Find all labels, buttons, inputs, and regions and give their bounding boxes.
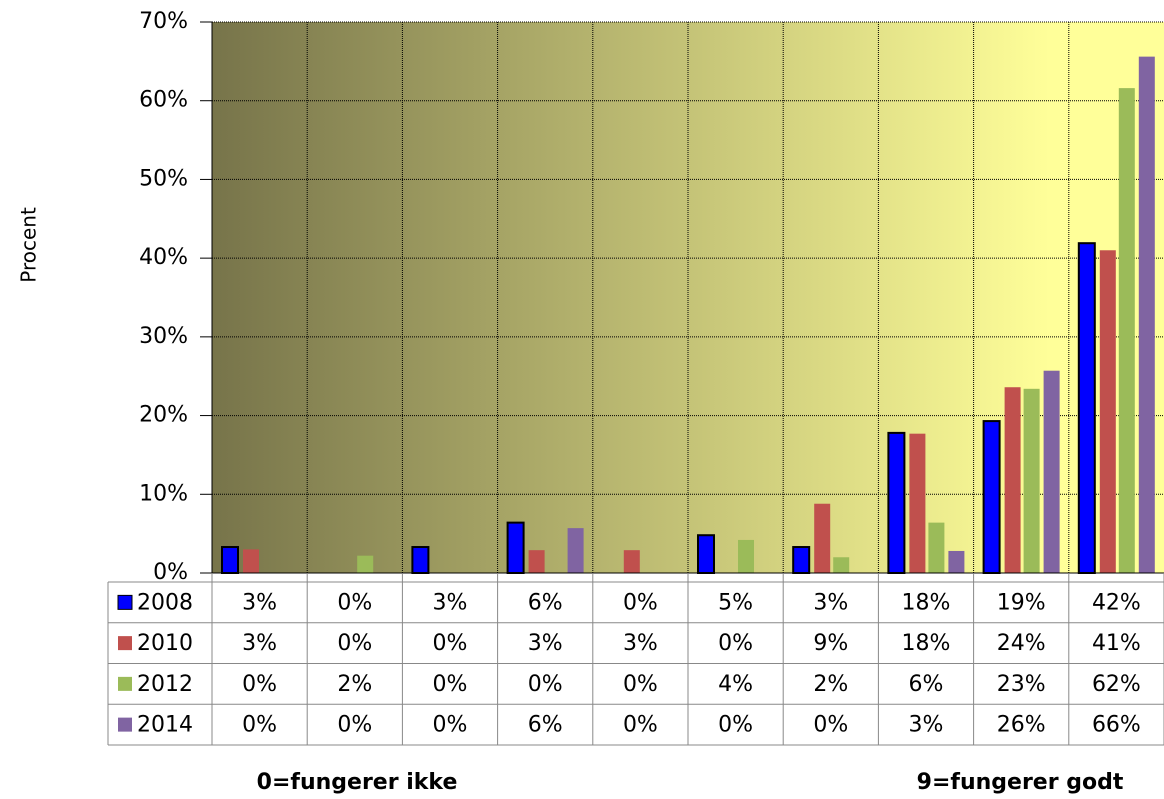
table-cell: 0% [433,631,468,656]
bar [567,528,584,573]
table-cell: 2% [813,672,848,697]
table-cell: 6% [528,713,563,738]
bar [928,522,945,573]
table-cell: 0% [337,590,372,615]
bar [948,550,965,573]
table-cell: 3% [909,713,944,738]
table-cell: 0% [623,672,658,697]
bar [221,546,239,575]
bar [833,557,850,573]
legend-swatch [118,676,132,691]
table-cell: 0% [718,631,753,656]
bar [909,433,926,573]
bar [738,539,754,573]
bar [528,550,545,573]
table-cell: 6% [528,590,563,615]
table-cell: 26% [997,713,1046,738]
table-cell: 6% [909,672,944,697]
table-cell: 41% [1092,631,1141,656]
table-cell: 0% [433,672,468,697]
y-tick-label: 10% [139,481,188,506]
table-cell: 23% [997,672,1046,697]
table-cell: 62% [1092,672,1141,697]
table-cell: 19% [997,590,1046,615]
legend-label: 2014 [137,713,193,738]
bar [1099,250,1116,573]
table-cell: 9% [813,631,848,656]
bar [357,555,374,573]
table-cell: 66% [1092,713,1141,738]
legend-swatch [117,594,133,610]
legend-swatch [118,717,132,732]
table-cell: 3% [813,590,848,615]
bar [1043,370,1060,573]
table-cell: 3% [623,631,658,656]
table-cell: 0% [623,590,658,615]
table-cell: 2% [337,672,372,697]
table-cell: 18% [902,631,951,656]
table-cell: 0% [528,672,563,697]
y-tick-label: 0% [153,560,188,585]
table-cell: 0% [718,713,753,738]
y-tick-label: 20% [139,403,188,428]
y-tick-label: 60% [139,88,188,113]
bar [243,549,259,573]
table-cell: 42% [1092,590,1141,615]
bar [1023,388,1040,573]
bar [1077,242,1096,575]
table-cell: 0% [433,713,468,738]
bar [982,420,1001,574]
bar [887,431,906,575]
annotation: 9=fungerer godt [917,770,1124,795]
y-tick-label: 30% [139,324,188,349]
table-cell: 0% [242,713,277,738]
y-tick-label: 50% [139,166,188,191]
table-cell: 4% [718,672,753,697]
bar [1004,387,1021,573]
table-cell: 3% [528,631,563,656]
bar [506,521,525,575]
table-cell: 3% [242,590,277,615]
bar [814,503,831,573]
table-cell: 3% [242,631,277,656]
bar [697,534,715,575]
table-cell: 18% [902,590,951,615]
bar [623,550,640,573]
bar [411,546,430,575]
y-tick-label: 40% [139,245,188,270]
table-cell: 0% [242,672,277,697]
legend-label: 2012 [137,672,193,697]
y-tick-label: 70% [139,9,188,34]
legend-swatch [118,636,132,651]
legend-label: 2010 [137,631,193,656]
table-cell: 5% [718,590,753,615]
bar [792,546,811,575]
bar [1118,88,1135,574]
table-cell: 24% [997,631,1046,656]
y-axis-label: Procent [17,207,41,283]
table-cell: 0% [623,713,658,738]
legend-label: 2008 [137,590,193,615]
annotation: 0=fungerer ikke [257,770,458,795]
table-cell: 0% [813,713,848,738]
table-cell: 3% [433,590,468,615]
table-cell: 0% [337,713,372,738]
bar [1138,56,1155,574]
table-cell: 0% [337,631,372,656]
